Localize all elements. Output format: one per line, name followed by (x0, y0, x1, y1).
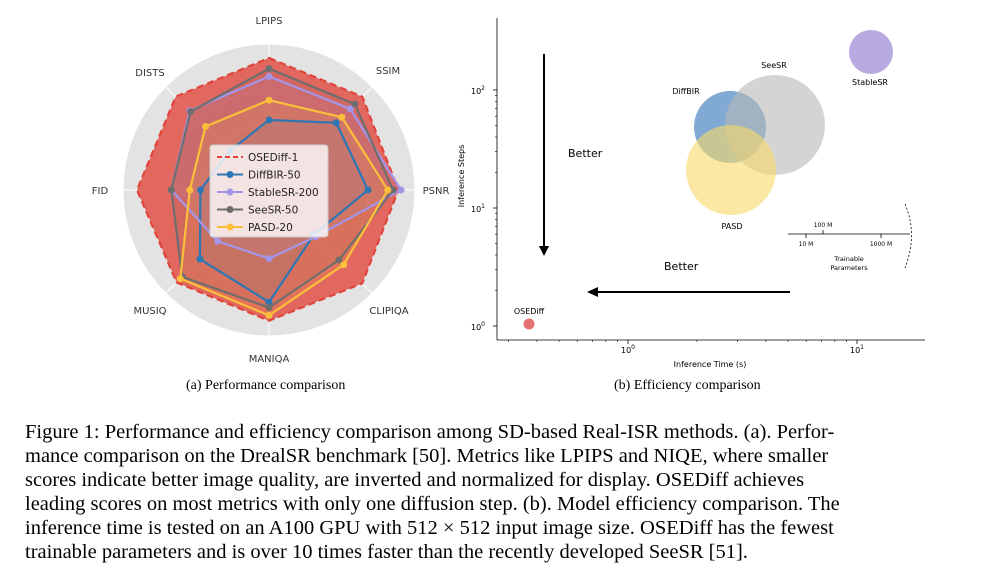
radar-point-seesr-50 (265, 65, 273, 73)
bubble-osediff (523, 318, 535, 330)
subcaption-a: (a) Performance comparison (186, 378, 346, 393)
size-legend-arc (904, 203, 912, 269)
legend-items: OSEDiff-1 DiffBIR-50 StableSR-200 SeeSR-50 P… (217, 152, 319, 234)
legend-marker (226, 171, 234, 178)
efficiency-chart: 102 101 100 100 101 Inference Steps Infe… (457, 18, 925, 369)
figure: LPIPS SSIM PSNR CLIPIQA MANIQA MUSIQ FID DISTS … (92, 16, 925, 369)
caption-line: mance comparison on the DrealSR benchmar… (25, 445, 829, 467)
radar-axis-label-psnr: PSNR (423, 186, 450, 197)
better-arrowhead-horizontal (587, 287, 598, 297)
radar-axis-labels: LPIPS SSIM PSNR CLIPIQA MANIQA MUSIQ FID DISTS (92, 16, 450, 365)
legend-box (209, 144, 329, 238)
legend-label: StableSR-200 (248, 187, 319, 199)
subcaption-b: (b) Efficiency comparison (614, 378, 761, 393)
legend-label: OSEDiff-1 (248, 152, 298, 164)
y-axis-title: Inference Steps (457, 145, 466, 208)
axis-ticks (493, 89, 858, 344)
better-label-vertical: Better (568, 147, 603, 160)
radar-point-pasd-20 (338, 113, 346, 121)
radar-point-pasd-20 (186, 186, 194, 194)
label-osediff: OSEDiff (514, 307, 545, 316)
x-tick-label-1: 101 (850, 344, 864, 355)
y-tick-label-0: 100 (471, 321, 485, 332)
caption-line: inference time is tested on an A100 GPU … (25, 517, 834, 539)
radar-point-pasd-20 (265, 96, 273, 104)
radar-point-seesr-50 (389, 186, 397, 194)
size-legend-title-2: Parameters (830, 264, 868, 272)
figure-caption: Figure 1: Performance and efficiency com… (25, 420, 980, 564)
radar-axis-label-lpips: LPIPS (256, 16, 283, 27)
legend-marker (226, 188, 234, 196)
radar-point-diffbir-50 (265, 116, 273, 124)
radar-axis-label-maniqa: MANIQA (249, 354, 290, 365)
legend-label: PASD-20 (248, 222, 293, 234)
bubble-stablesr (849, 30, 893, 74)
caption-line: Figure 1: Performance and efficiency com… (25, 421, 835, 443)
size-legend: 100 M 10 M 1000 M Trainable Parameters (788, 203, 912, 272)
radar-point-pasd-20 (202, 123, 209, 130)
label-seesr: SeeSR (761, 61, 787, 70)
radar-point-diffbir-50 (196, 186, 204, 194)
radar-point-pasd-20 (384, 186, 392, 194)
radar-point-diffbir-50 (364, 186, 372, 194)
legend-label: SeeSR-50 (248, 205, 298, 217)
radar-point-stablesr-200 (214, 237, 222, 245)
size-legend-right: 1000 M (870, 241, 892, 248)
size-legend-top: 100 M (814, 222, 833, 229)
radar-point-stablesr-200 (346, 105, 354, 113)
label-diffbir: DiffBIR (672, 87, 700, 96)
better-label-horizontal: Better (664, 260, 699, 273)
label-stablesr: StableSR (852, 78, 888, 87)
caption-line: trainable parameters and is over 10 time… (25, 541, 748, 563)
radar-point-seesr-50 (351, 100, 359, 108)
caption-line: scores indicate better image quality, ar… (25, 469, 805, 491)
y-tick-label-2: 102 (471, 85, 485, 96)
legend-marker (226, 223, 234, 231)
radar-point-seesr-50 (187, 108, 195, 116)
legend-marker (226, 206, 234, 213)
radar-axis-label-fid: FID (92, 186, 109, 197)
radar-point-seesr-50 (265, 304, 273, 311)
radar-point-stablesr-200 (397, 186, 405, 194)
size-legend-left: 10 M (799, 241, 814, 248)
label-pasd: PASD (721, 222, 742, 231)
x-tick-label-0: 100 (621, 344, 635, 355)
radar-point-diffbir-50 (265, 298, 273, 306)
radar-axis-label-ssim: SSIM (376, 66, 400, 77)
caption-line: leading scores on most metrics with only… (25, 493, 840, 515)
radar-point-diffbir-50 (332, 119, 340, 127)
y-tick-label-1: 101 (471, 203, 485, 214)
radar-point-pasd-20 (340, 261, 348, 269)
radar-point-seesr-50 (167, 186, 175, 194)
radar-point-pasd-20 (265, 311, 273, 319)
radar-axis-label-dists: DISTS (135, 68, 164, 79)
radar-point-stablesr-200 (265, 255, 273, 263)
figure-svg: LPIPSSSIMPSNRCLIPIQAMANIQAMUSIQFIDDISTS … (92, 16, 925, 369)
size-legend-title-1: Trainable (833, 255, 864, 263)
radar-point-pasd-20 (176, 275, 184, 283)
radar-point-diffbir-50 (196, 255, 204, 263)
x-axis-title: Inference Time (s) (674, 360, 747, 369)
better-arrowhead-vertical (539, 246, 549, 256)
radar-axis-label-clipiqa: CLIPIQA (369, 306, 408, 317)
legend-label: DiffBIR-50 (248, 170, 301, 182)
radar-point-seesr-50 (335, 256, 343, 264)
radar-point-stablesr-200 (265, 73, 273, 80)
radar-line-osediff-1 (135, 56, 400, 322)
radar-axis-label-musiq: MUSIQ (133, 306, 166, 317)
bubble-pasd (686, 125, 776, 215)
radar-legend: OSEDiff-1 DiffBIR-50 StableSR-200 SeeSR-50 P… (209, 144, 329, 238)
